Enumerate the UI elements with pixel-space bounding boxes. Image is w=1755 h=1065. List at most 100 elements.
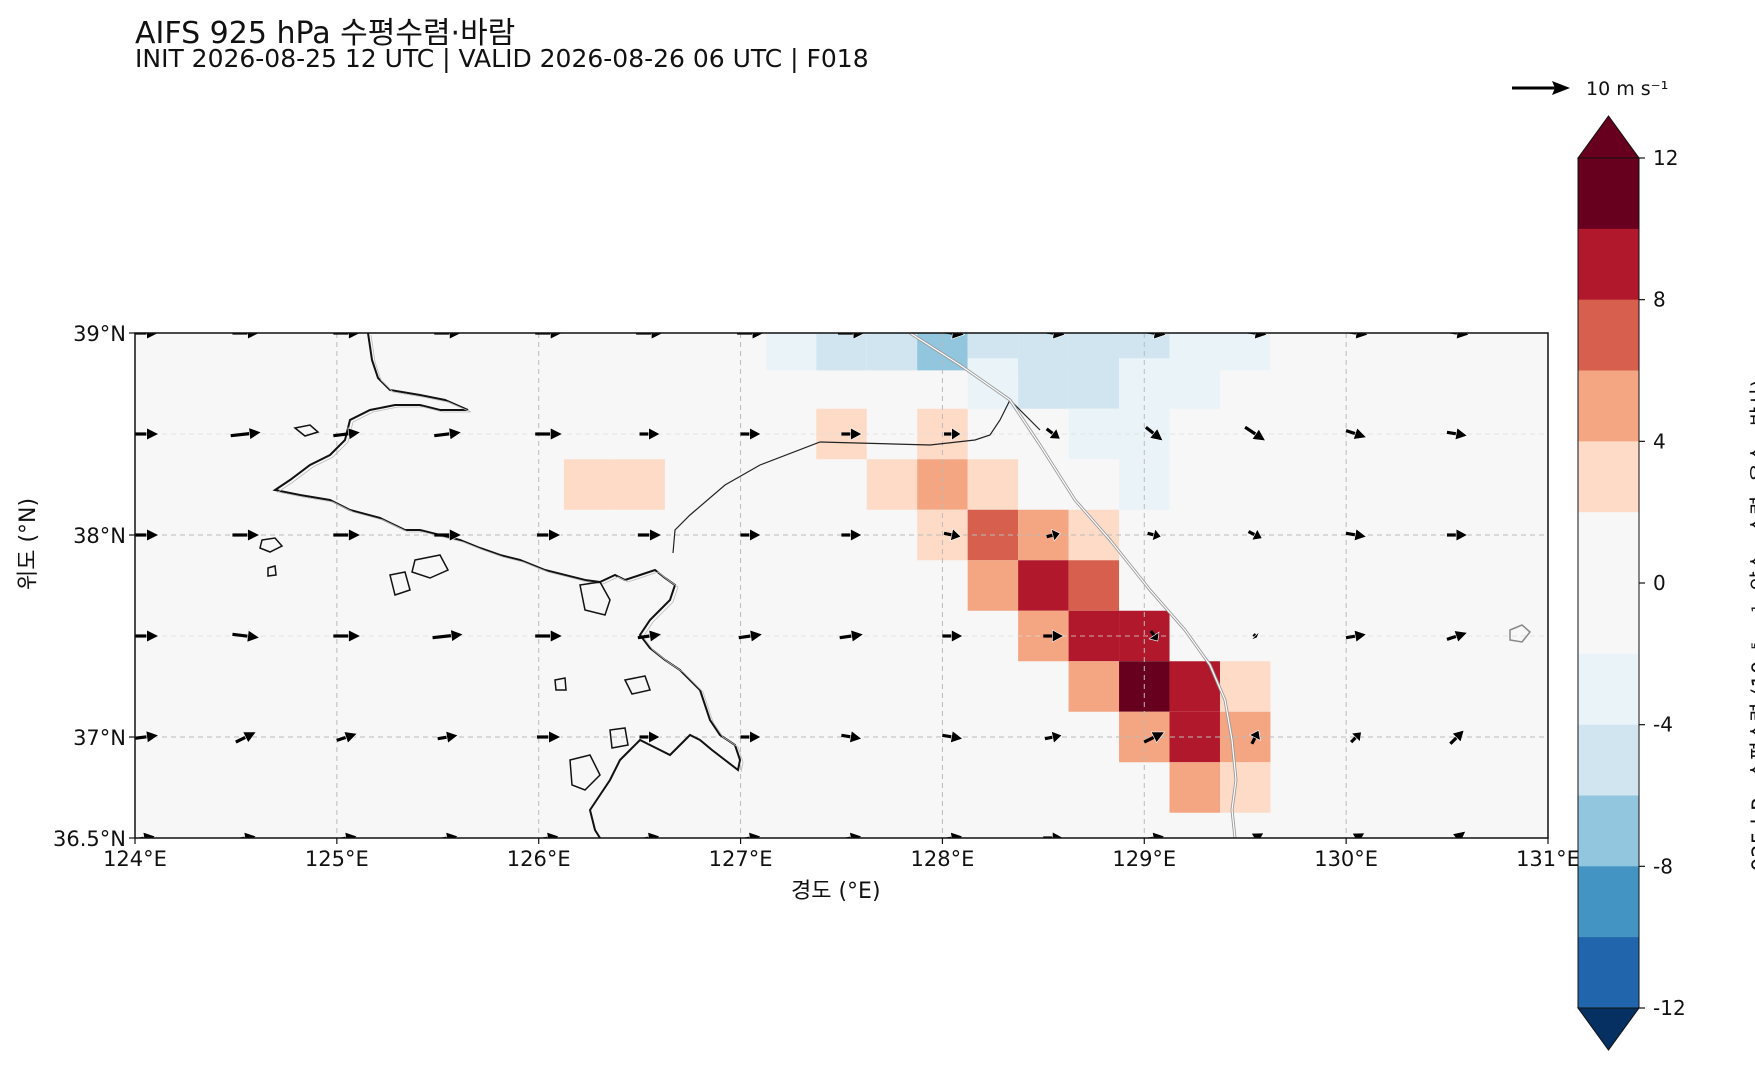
wind-arrow — [1044, 730, 1063, 744]
wind-arrow — [337, 831, 358, 838]
wind-arrow — [333, 629, 362, 643]
map-title: AIFS 925 hPa 수평수렴·바람 — [135, 16, 516, 51]
wind-arrow — [841, 730, 863, 744]
colorbar-tick-label: 12 — [1653, 146, 1678, 170]
x-axis-label: 경도 (°E) — [791, 879, 881, 904]
y-tick-label: 39°N — [73, 322, 126, 346]
reference-arrow-head — [1552, 81, 1570, 95]
island — [267, 565, 277, 577]
wind-arrow — [1046, 528, 1061, 542]
wind-arrow — [640, 831, 661, 838]
heatmap-cell — [765, 333, 817, 371]
heatmap-cell — [866, 459, 918, 510]
wind-arrow — [942, 629, 964, 643]
heatmap-cell — [967, 560, 1019, 611]
wind-arrow — [434, 333, 463, 340]
heatmap-cell — [1018, 358, 1069, 409]
y-tick-labels: 36.5°N 37°N 38°N 39°N — [53, 322, 135, 851]
colorbar-tick-label: -8 — [1653, 854, 1673, 878]
x-tick-label: 125°E — [305, 847, 369, 871]
wind-arrow — [740, 831, 762, 838]
wind-arrow — [636, 333, 665, 340]
wind-arrow — [1045, 427, 1061, 440]
wind-arrow — [135, 730, 160, 744]
wind-arrow — [1345, 629, 1368, 643]
wind-arrow — [837, 333, 866, 340]
colorbar-tick-label: 0 — [1653, 571, 1666, 595]
heatmap-cell — [1068, 661, 1120, 712]
island — [259, 537, 284, 553]
wind-arrow — [737, 333, 765, 340]
wind-arrow — [536, 528, 562, 542]
wind-arrow — [1350, 731, 1362, 744]
wind-arrow — [1247, 528, 1263, 541]
wind-arrow — [1250, 832, 1265, 838]
island — [411, 554, 450, 579]
wind-arrow — [942, 730, 964, 744]
colorbar — [1577, 115, 1640, 1051]
x-tick-label: 131°E — [1516, 847, 1580, 871]
x-tick-label: 130°E — [1314, 847, 1378, 871]
colorbar-segment — [1578, 583, 1639, 655]
wind-arrow — [1250, 631, 1260, 641]
colorbar-label: 925 hPa 수평수렴 (10⁻⁵ s⁻¹; 양수=수렴, 음수=발산) — [1748, 379, 1755, 871]
wind-arrow — [1345, 427, 1368, 440]
colorbar-extend-min — [1577, 1007, 1640, 1051]
wind-arrow — [738, 629, 764, 643]
heatmap-cell — [1219, 661, 1271, 712]
reference-vector-label: 10 m s⁻¹ — [1586, 78, 1668, 100]
island — [389, 571, 411, 596]
colorbar-extend-max — [1577, 115, 1640, 159]
wind-arrow — [135, 629, 160, 643]
wind-arrow — [1043, 629, 1065, 643]
x-tick-label: 128°E — [910, 847, 974, 871]
wind-arrow — [1446, 427, 1468, 441]
colorbar-segment — [1578, 866, 1639, 938]
reference-vector: 10 m s⁻¹ — [1512, 78, 1668, 100]
wind-arrow — [943, 528, 962, 542]
colorbar-segment — [1578, 299, 1639, 371]
plot-frame — [134, 332, 1549, 839]
heatmap-cell — [563, 459, 615, 510]
heatmap-cell — [1018, 560, 1069, 611]
wind-arrow — [336, 731, 358, 744]
wind-arrow — [230, 427, 262, 441]
colorbar-segment — [1578, 724, 1639, 796]
wind-arrow — [1248, 729, 1261, 745]
heatmap-cell — [1119, 358, 1170, 409]
wind-arrow — [1143, 731, 1166, 744]
heatmap-cell — [1119, 459, 1170, 510]
wind-arrow — [944, 427, 962, 441]
wind-arrow — [434, 528, 463, 542]
heatmap-cell — [967, 459, 1019, 510]
wind-arrow — [437, 730, 459, 744]
wind-arrow — [1043, 831, 1065, 838]
wind-arrow — [539, 831, 560, 838]
x-tick-label: 127°E — [709, 847, 773, 871]
wind-arrow — [1144, 831, 1166, 838]
wind-arrow — [432, 629, 464, 643]
wind-arrow — [942, 831, 964, 838]
wind-arrow — [333, 528, 362, 542]
wind-arrow — [535, 427, 564, 441]
wind-arrow — [536, 730, 562, 744]
y-axis-label: 위도 (°N) — [16, 497, 41, 590]
colorbar-tick-label: -4 — [1653, 713, 1673, 737]
island — [579, 581, 611, 616]
island — [293, 424, 320, 437]
island — [554, 677, 567, 691]
island — [1509, 624, 1532, 643]
colorbar-segment — [1578, 370, 1639, 442]
wind-arrow — [438, 831, 459, 838]
wind-arrow — [839, 629, 865, 643]
wind-arrow — [232, 629, 261, 643]
heatmap-cell — [866, 333, 918, 371]
wind-arrow — [1351, 832, 1366, 838]
wind-arrow — [135, 427, 160, 441]
heatmap-cell — [816, 333, 867, 371]
colorbar-segment — [1578, 653, 1639, 726]
wind-arrow — [841, 831, 863, 838]
wind-arrow — [135, 831, 156, 838]
west-coast — [272, 333, 742, 838]
